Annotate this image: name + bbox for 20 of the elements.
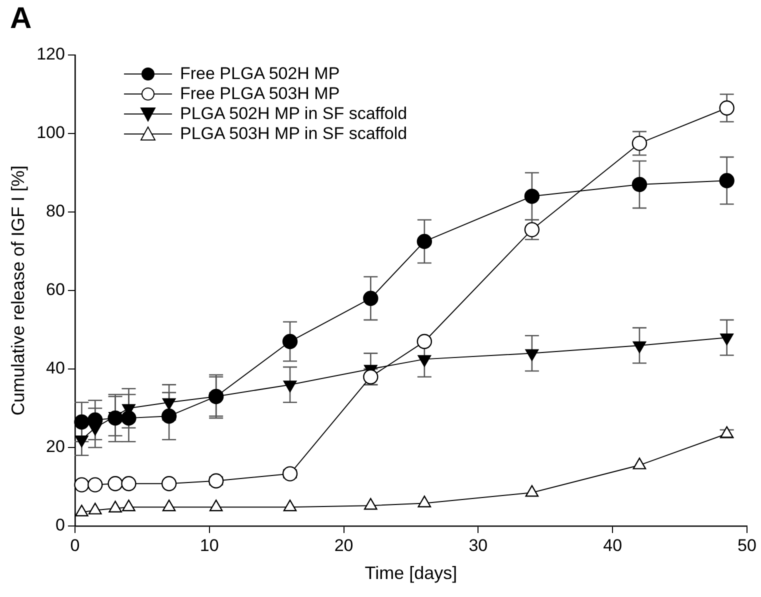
legend-label: Free PLGA 503H MP — [180, 84, 340, 104]
y-tick-label: 20 — [46, 437, 65, 456]
x-tick-label: 30 — [468, 536, 488, 555]
x-tick-label: 10 — [200, 536, 219, 555]
legend-label: Free PLGA 502H MP — [180, 64, 340, 84]
x-tick-label: 40 — [603, 536, 622, 555]
y-tick-label: 0 — [55, 516, 65, 535]
x-axis-title: Time [days] — [364, 563, 458, 584]
y-tick-label: 80 — [46, 202, 65, 221]
y-tick-label: 120 — [36, 44, 65, 64]
y-tick-label: 100 — [36, 123, 65, 142]
x-tick-label: 20 — [334, 536, 354, 555]
text: A — [10, 2, 32, 36]
x-tick-label: 0 — [70, 536, 80, 555]
y-tick-label: 60 — [46, 280, 65, 300]
y-tick-label: 40 — [46, 358, 65, 378]
y-axis-title: Cumulative release of IGF I [%] — [8, 165, 28, 416]
legend-label: PLGA 503H MP in SF scaffold — [180, 124, 408, 144]
legend-label: PLGA 502H MP in SF scaffold — [180, 104, 408, 124]
x-tick-label: 50 — [738, 536, 756, 555]
